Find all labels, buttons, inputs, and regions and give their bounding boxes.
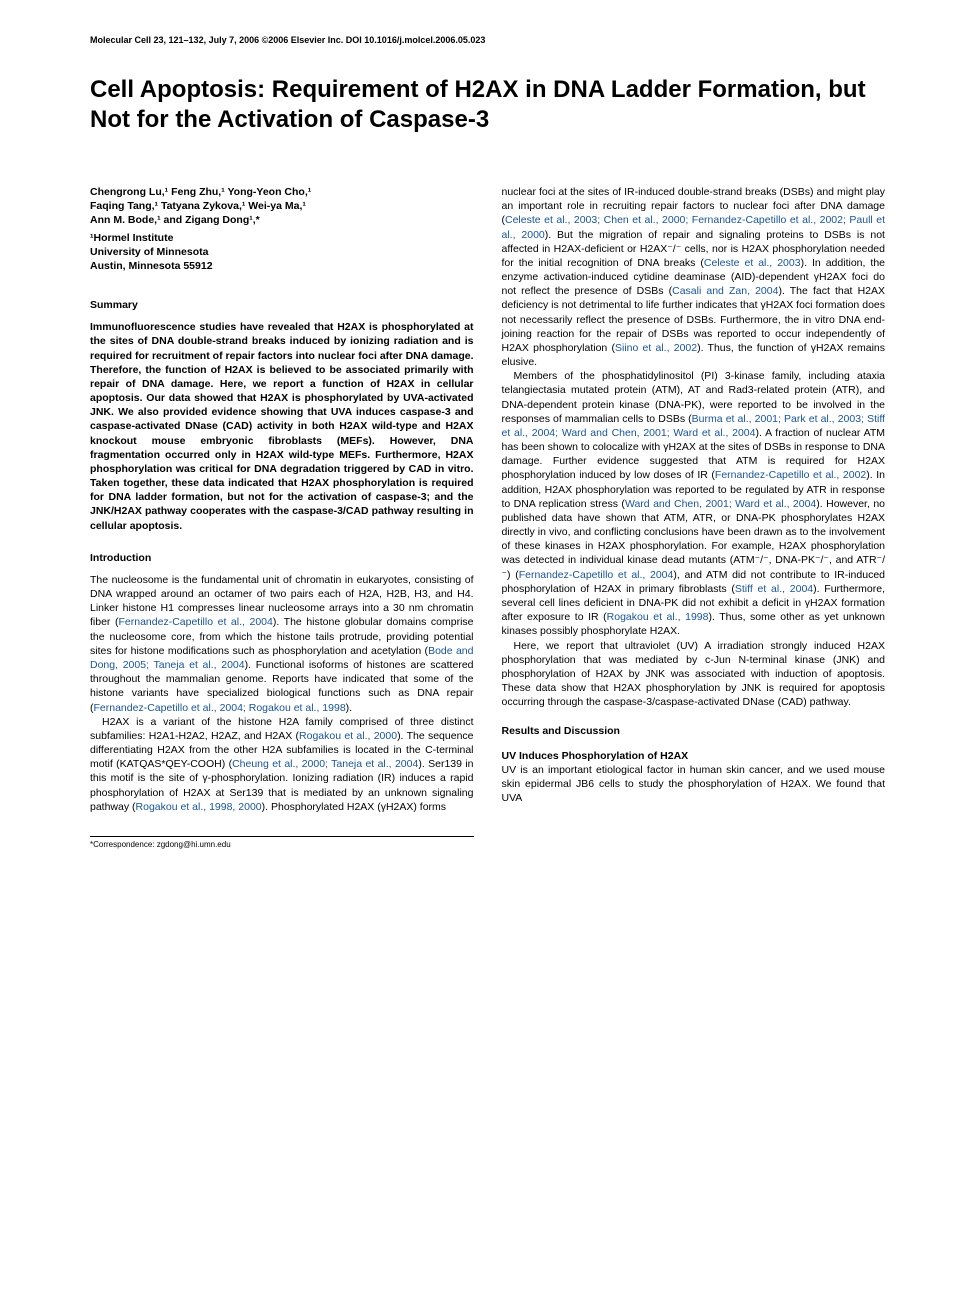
citation-link[interactable]: Rogakou et al., 1998, 2000 — [136, 801, 262, 813]
citation-link[interactable]: Stiff et al., 2004 — [735, 583, 813, 595]
left-column: Chengrong Lu,¹ Feng Zhu,¹ Yong-Yeon Cho,… — [90, 185, 474, 851]
author-list: Chengrong Lu,¹ Feng Zhu,¹ Yong-Yeon Cho,… — [90, 185, 474, 228]
journal-header: Molecular Cell 23, 121–132, July 7, 2006… — [90, 35, 885, 45]
intro-paragraph-1: The nucleosome is the fundamental unit o… — [90, 573, 474, 715]
authors-line: Faqing Tang,¹ Tatyana Zykova,¹ Wei-ya Ma… — [90, 199, 474, 213]
citation-link[interactable]: Casali and Zan, 2004 — [672, 285, 778, 297]
text-fragment: ). Phosphorylated H2AX (γH2AX) forms — [262, 801, 446, 813]
intro-paragraph-2: H2AX is a variant of the histone H2A fam… — [90, 715, 474, 814]
intro-heading: Introduction — [90, 551, 474, 565]
citation-link[interactable]: Rogakou et al., 1998 — [607, 611, 709, 623]
results-paragraph-1: UV is an important etiological factor in… — [502, 763, 886, 806]
col2-paragraph-3: Here, we report that ultraviolet (UV) A … — [502, 639, 886, 710]
authors-line: Chengrong Lu,¹ Feng Zhu,¹ Yong-Yeon Cho,… — [90, 185, 474, 199]
col2-paragraph-1: nuclear foci at the sites of IR-induced … — [502, 185, 886, 369]
citation-link[interactable]: Rogakou et al., 2000 — [299, 730, 397, 742]
affiliation-line: ¹Hormel Institute — [90, 231, 474, 245]
article-title: Cell Apoptosis: Requirement of H2AX in D… — [90, 75, 885, 135]
authors-line: Ann M. Bode,¹ and Zigang Dong¹,* — [90, 213, 474, 227]
summary-heading: Summary — [90, 298, 474, 312]
affiliation-block: ¹Hormel Institute University of Minnesot… — [90, 231, 474, 274]
right-column: nuclear foci at the sites of IR-induced … — [502, 185, 886, 851]
two-column-layout: Chengrong Lu,¹ Feng Zhu,¹ Yong-Yeon Cho,… — [90, 185, 885, 851]
col2-paragraph-2: Members of the phosphatidylinositol (PI)… — [502, 369, 886, 638]
affiliation-line: University of Minnesota — [90, 245, 474, 259]
text-fragment: ). — [346, 702, 352, 714]
citation-link[interactable]: Siino et al., 2002 — [615, 342, 697, 354]
citation-link[interactable]: Fernandez-Capetillo et al., 2002 — [715, 469, 866, 481]
correspondence-note: *Correspondence: zgdong@hi.umn.edu — [90, 836, 474, 851]
citation-link[interactable]: Fernandez-Capetillo et al., 2004 — [519, 569, 674, 581]
affiliation-line: Austin, Minnesota 55912 — [90, 259, 474, 273]
summary-text: Immunofluorescence studies have revealed… — [90, 320, 474, 533]
citation-link[interactable]: Fernandez-Capetillo et al., 2004; Rogako… — [94, 702, 346, 714]
results-subheading: UV Induces Phosphorylation of H2AX — [502, 749, 886, 763]
citation-link[interactable]: Ward and Chen, 2001; Ward et al., 2004 — [625, 498, 816, 510]
citation-link[interactable]: Cheung et al., 2000; Taneja et al., 2004 — [232, 758, 418, 770]
results-heading: Results and Discussion — [502, 724, 886, 738]
citation-link[interactable]: Fernandez-Capetillo et al., 2004 — [119, 616, 273, 628]
citation-link[interactable]: Celeste et al., 2003 — [704, 257, 801, 269]
